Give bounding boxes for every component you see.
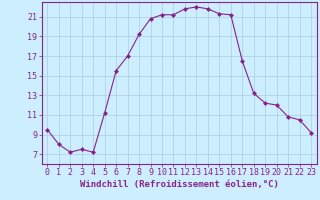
X-axis label: Windchill (Refroidissement éolien,°C): Windchill (Refroidissement éolien,°C) bbox=[80, 180, 279, 189]
